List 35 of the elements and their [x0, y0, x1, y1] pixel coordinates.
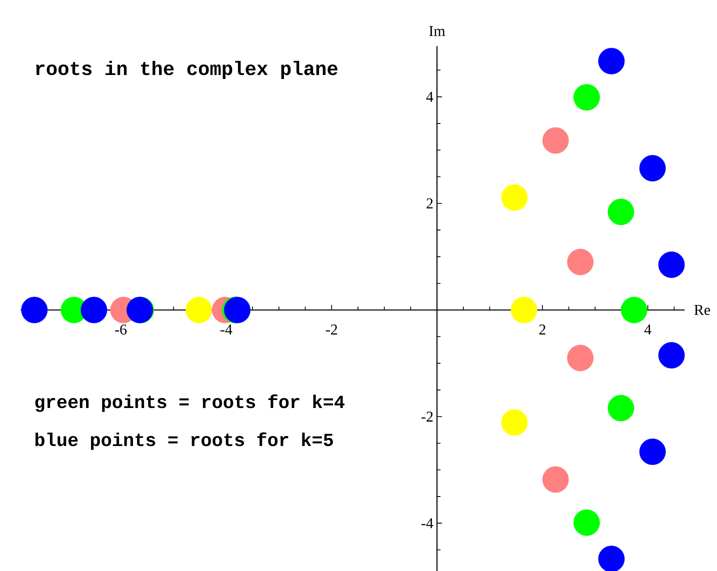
- y-tick-label: 2: [426, 198, 433, 208]
- point: [501, 409, 528, 436]
- x-tick-label: -6: [115, 324, 127, 335]
- point: [639, 438, 666, 465]
- text: roots in the complex plane: [36, 60, 338, 80]
- point: [639, 155, 666, 182]
- point: [567, 248, 594, 276]
- point: [608, 198, 634, 226]
- point: [542, 466, 569, 493]
- point: [501, 184, 528, 211]
- point: [21, 296, 48, 324]
- annotation: green points = roots for k=4: [35, 394, 344, 412]
- x-tick-label: 4: [644, 324, 652, 334]
- y-tick-label: -2: [422, 412, 433, 422]
- point: [658, 251, 685, 278]
- point: [598, 48, 625, 74]
- point: [80, 296, 108, 324]
- point: [573, 84, 600, 111]
- point: [510, 296, 538, 324]
- point: [224, 296, 250, 324]
- x-tick-label: -2: [326, 324, 338, 334]
- point: [567, 344, 594, 372]
- y-tick-label: -4: [422, 518, 434, 528]
- x-tick-label: -4: [220, 324, 232, 334]
- annotation: blue points = roots for k=5: [35, 432, 333, 450]
- point: [186, 296, 212, 324]
- y-tick-label: 4: [426, 92, 434, 102]
- y-axis-title: Im: [429, 26, 446, 36]
- point: [573, 509, 600, 536]
- x-tick-label: 2: [539, 324, 546, 334]
- point: [542, 127, 569, 154]
- point: [620, 296, 648, 324]
- point: [608, 394, 634, 422]
- x-axis-title: Re: [694, 305, 710, 315]
- point: [658, 342, 685, 369]
